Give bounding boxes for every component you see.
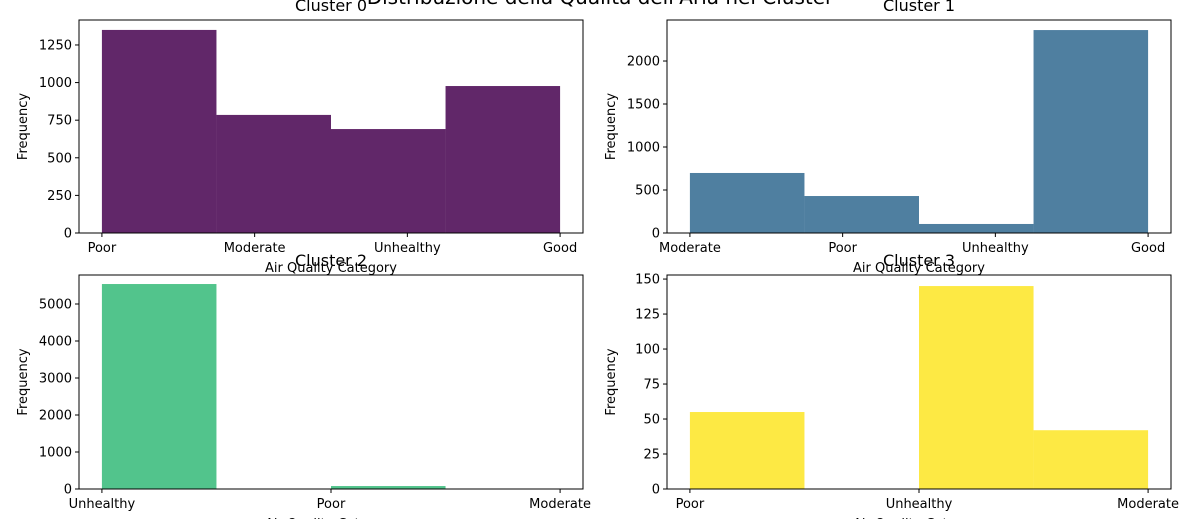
y-tick-label: 0: [652, 227, 660, 242]
y-tick-label: 75: [643, 378, 660, 393]
y-tick-label: 25: [643, 448, 660, 463]
y-tick-label: 100: [635, 343, 660, 358]
x-tick-label: Moderate: [659, 241, 721, 256]
y-tick-label: 1000: [39, 76, 72, 91]
y-tick-label: 1500: [627, 98, 660, 113]
bar: [331, 486, 446, 489]
y-tick-label: 3000: [39, 372, 72, 387]
y-tick-label: 0: [652, 483, 660, 498]
x-axis-label: Air Quality Category: [853, 517, 985, 519]
subplot-title: Cluster 0: [295, 0, 367, 15]
x-tick-label: Moderate: [224, 241, 286, 256]
bar: [804, 196, 919, 233]
axes-frame: [78, 19, 584, 234]
subplot: 0 25 50 75 100 125 150 Poor Unhealthy Moderate Air…: [604, 251, 1179, 519]
x-tick-label: Good: [543, 241, 577, 256]
x-tick-label: Poor: [317, 497, 346, 512]
figure-title: Distribuzione della Qualità dell'Aria ne…: [367, 0, 834, 9]
y-tick-label: 0: [64, 227, 72, 242]
bar: [445, 86, 561, 234]
y-tick-label: 5000: [39, 298, 72, 313]
bar: [216, 114, 331, 233]
axes-frame: [666, 19, 1172, 234]
subplot-title: Cluster 3: [883, 251, 955, 270]
y-tick-label: 500: [635, 184, 660, 199]
y-tick-label: 50: [643, 413, 660, 428]
x-axis-label: Air Quality Category: [853, 261, 985, 276]
x-tick-label: Unhealthy: [962, 241, 1029, 256]
y-tick-label: 1250: [39, 38, 72, 53]
x-tick-label: Moderate: [529, 497, 591, 512]
y-tick-label: 250: [47, 189, 72, 204]
x-tick-label: Unhealthy: [374, 241, 441, 256]
y-axis-label: Frequency: [16, 93, 31, 160]
bar: [101, 29, 217, 234]
bar: [919, 286, 1034, 489]
bar: [689, 172, 805, 233]
bar: [331, 129, 446, 233]
x-tick-label: Poor: [828, 241, 857, 256]
bar: [101, 284, 217, 489]
bar: [689, 412, 805, 489]
x-tick-label: Unhealthy: [69, 497, 136, 512]
y-tick-label: 150: [635, 273, 660, 288]
subplot-title: Cluster 2: [295, 251, 367, 270]
x-tick-label: Poor: [88, 241, 117, 256]
y-axis-label: Frequency: [604, 348, 619, 415]
x-tick-label: Good: [1131, 241, 1165, 256]
y-tick-label: 750: [47, 114, 72, 129]
x-tick-label: Unhealthy: [886, 497, 953, 512]
y-tick-label: 4000: [39, 335, 72, 350]
y-tick-label: 1000: [39, 446, 72, 461]
bar: [1033, 430, 1149, 489]
y-axis-label: Frequency: [604, 93, 619, 160]
y-tick-label: 500: [47, 151, 72, 166]
x-axis-label: Air Quality Category: [265, 261, 397, 276]
bar: [919, 223, 1034, 233]
subplot-title: Cluster 1: [883, 0, 955, 15]
y-tick-label: 2000: [39, 409, 72, 424]
x-axis-label: Air Quality Category: [265, 517, 397, 519]
bar: [1033, 30, 1149, 234]
y-axis-label: Frequency: [16, 348, 31, 415]
y-tick-label: 1000: [627, 141, 660, 156]
y-tick-label: 125: [635, 308, 660, 323]
subplot: 0 1000 2000 3000 4000 5000 Unhealthy Poor Modera…: [16, 251, 591, 519]
y-tick-label: 2000: [627, 55, 660, 70]
y-tick-label: 0: [64, 483, 72, 498]
subplot: 0 500 1000 1500 2000 Moderate Poor Unhealthy Goo…: [604, 0, 1172, 276]
x-tick-label: Moderate: [1117, 497, 1179, 512]
x-tick-label: Poor: [676, 497, 705, 512]
subplot: 0 250 500 750 1000 1250 Poor Moderate Unhealthy G…: [16, 0, 584, 276]
